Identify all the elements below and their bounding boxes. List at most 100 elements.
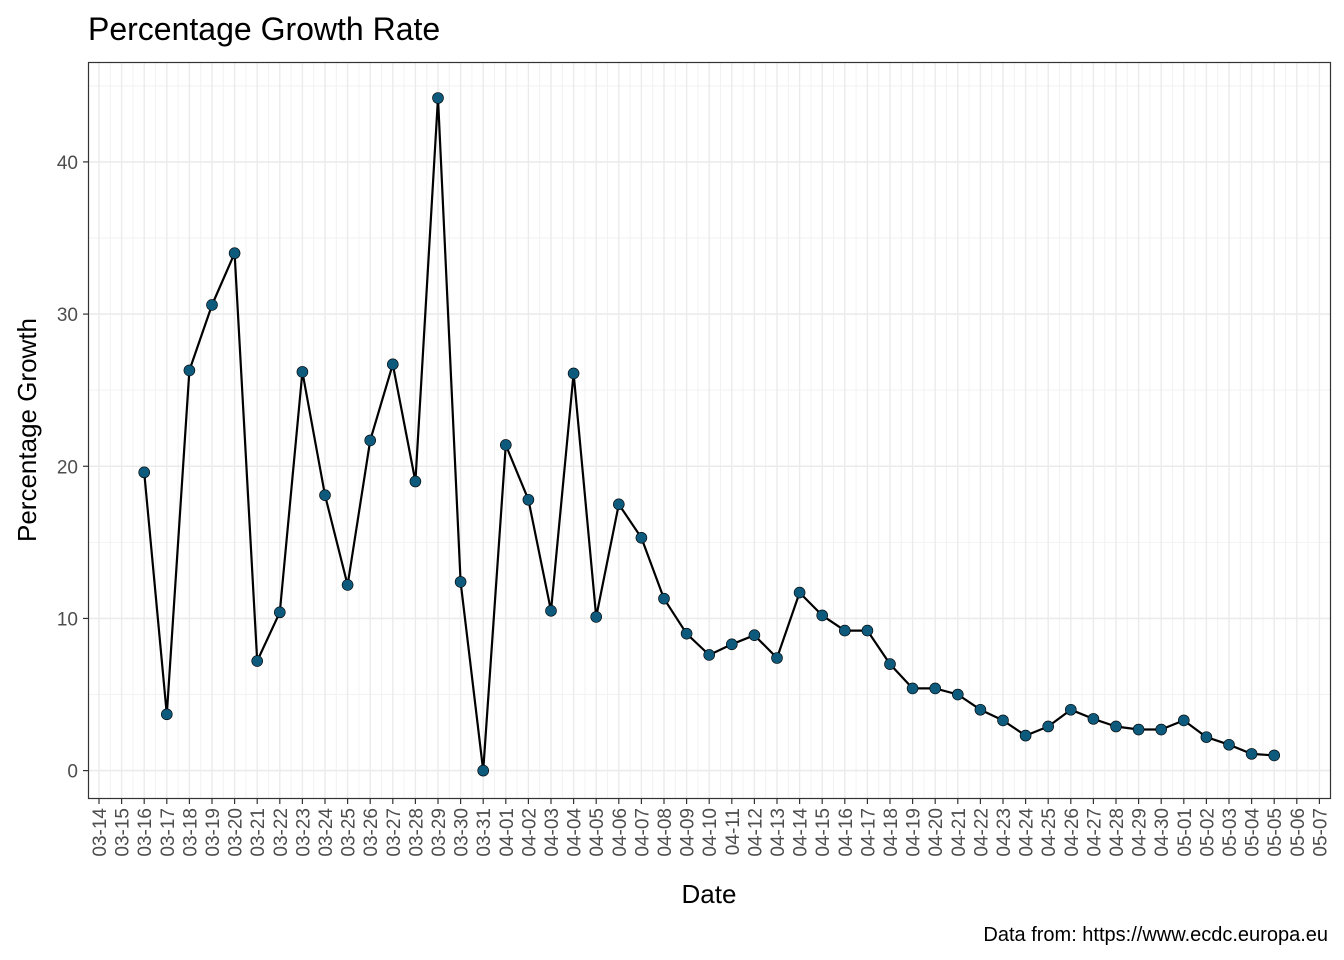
data-point — [228, 247, 241, 260]
data-point — [680, 627, 693, 640]
x-tick-label: 04-18 — [881, 808, 902, 857]
x-tick-label: 04-06 — [610, 808, 631, 857]
x-tick-label: 03-29 — [429, 808, 450, 857]
x-tick-label: 03-19 — [203, 808, 224, 857]
x-tick-label: 04-22 — [971, 808, 992, 857]
data-point — [1110, 720, 1122, 733]
data-series — [138, 92, 1280, 777]
data-point — [477, 764, 490, 777]
data-point — [1019, 729, 1032, 742]
x-tick-label: 05-01 — [1175, 808, 1196, 857]
x-tick-label: 04-17 — [858, 808, 879, 857]
x-tick-label: 04-11 — [723, 808, 744, 855]
chart-title: Percentage Growth Rate — [88, 11, 440, 47]
data-point — [725, 638, 738, 651]
data-point — [1223, 738, 1235, 751]
x-tick-label: 03-20 — [226, 808, 247, 857]
data-point — [612, 498, 625, 511]
x-tick-label: 03-21 — [248, 808, 269, 857]
data-point — [1155, 723, 1167, 736]
x-tick-label: 05-03 — [1220, 808, 1241, 857]
data-point — [409, 475, 422, 488]
x-tick-label: 03-27 — [384, 808, 405, 857]
x-axis-title: Date — [682, 879, 737, 909]
data-point — [296, 366, 309, 378]
x-tick-label: 03-30 — [452, 808, 473, 857]
data-point — [522, 493, 535, 506]
data-point — [951, 688, 964, 701]
data-point — [635, 531, 648, 544]
x-tick-label: 04-19 — [904, 808, 925, 857]
y-tick-label: 10 — [57, 609, 78, 630]
data-point — [567, 367, 580, 380]
x-tick-label: 03-14 — [90, 808, 111, 857]
x-tick-label: 04-16 — [836, 808, 857, 857]
x-tick-label: 04-12 — [745, 808, 766, 857]
x-tick-label: 03-22 — [271, 808, 292, 857]
data-point — [816, 609, 829, 622]
data-point — [861, 624, 874, 637]
x-tick-label: 05-05 — [1265, 808, 1286, 857]
x-tick-label: 04-30 — [1152, 808, 1173, 857]
x-tick-label: 05-06 — [1288, 808, 1309, 857]
data-point — [1087, 713, 1100, 725]
x-tick-label: 04-04 — [565, 808, 586, 857]
x-tick-label: 04-27 — [1084, 808, 1105, 857]
data-point — [499, 439, 512, 451]
x-tick-label: 03-23 — [293, 808, 314, 857]
data-point — [273, 606, 286, 619]
grid-lines — [89, 63, 1330, 798]
x-tick-label: 05-04 — [1243, 808, 1264, 857]
x-tick-label: 04-28 — [1107, 808, 1128, 857]
x-tick-label: 04-07 — [632, 808, 653, 857]
data-point — [432, 92, 444, 104]
data-point — [771, 652, 783, 664]
data-point — [1245, 748, 1258, 760]
x-tick-label: 05-02 — [1197, 808, 1218, 857]
data-point — [206, 299, 218, 311]
x-tick-label: 03-31 — [474, 808, 495, 857]
data-point — [1132, 723, 1145, 736]
data-point — [997, 714, 1009, 727]
x-axis: 03-14 03-15 03-16 03-17 03-18 03-19 03-20 03-21… — [90, 798, 1331, 857]
data-point — [138, 466, 150, 479]
x-tick-label: 04-29 — [1130, 808, 1151, 857]
data-point — [319, 489, 331, 501]
data-point — [748, 629, 761, 641]
data-point — [884, 658, 896, 670]
data-point — [386, 358, 399, 371]
x-tick-label: 03-26 — [361, 808, 382, 857]
data-point — [1268, 749, 1280, 762]
x-tick-label: 03-25 — [339, 808, 360, 857]
y-axis-title: Percentage Growth — [12, 318, 42, 542]
x-tick-label: 03-24 — [316, 808, 337, 857]
x-tick-label: 04-01 — [497, 808, 518, 857]
data-point — [183, 364, 196, 377]
data-point — [364, 434, 377, 447]
x-tick-label: 03-15 — [113, 808, 134, 857]
data-point — [1065, 703, 1077, 716]
data-point — [929, 682, 942, 695]
x-tick-label: 05-07 — [1310, 808, 1331, 857]
x-tick-label: 04-13 — [768, 808, 789, 857]
data-point — [545, 605, 557, 617]
x-tick-label: 04-23 — [994, 808, 1015, 857]
x-tick-label: 04-15 — [813, 808, 834, 857]
x-tick-label: 04-09 — [678, 808, 699, 857]
x-tick-label: 04-08 — [655, 808, 676, 857]
x-tick-label: 04-14 — [791, 808, 812, 857]
x-tick-label: 03-17 — [158, 808, 179, 857]
x-tick-label: 04-24 — [1017, 808, 1038, 857]
data-point — [1178, 714, 1190, 727]
x-tick-label: 04-02 — [519, 808, 540, 857]
data-point — [906, 682, 919, 695]
chart-caption: Data from: https://www.ecdc.europa.eu — [983, 924, 1328, 946]
data-point — [793, 586, 806, 599]
y-tick-label: 40 — [57, 153, 78, 174]
data-point — [454, 576, 467, 588]
y-tick-label: 30 — [57, 305, 78, 326]
data-point — [251, 655, 264, 667]
x-tick-label: 03-16 — [135, 808, 156, 857]
x-tick-label: 04-05 — [587, 808, 608, 857]
